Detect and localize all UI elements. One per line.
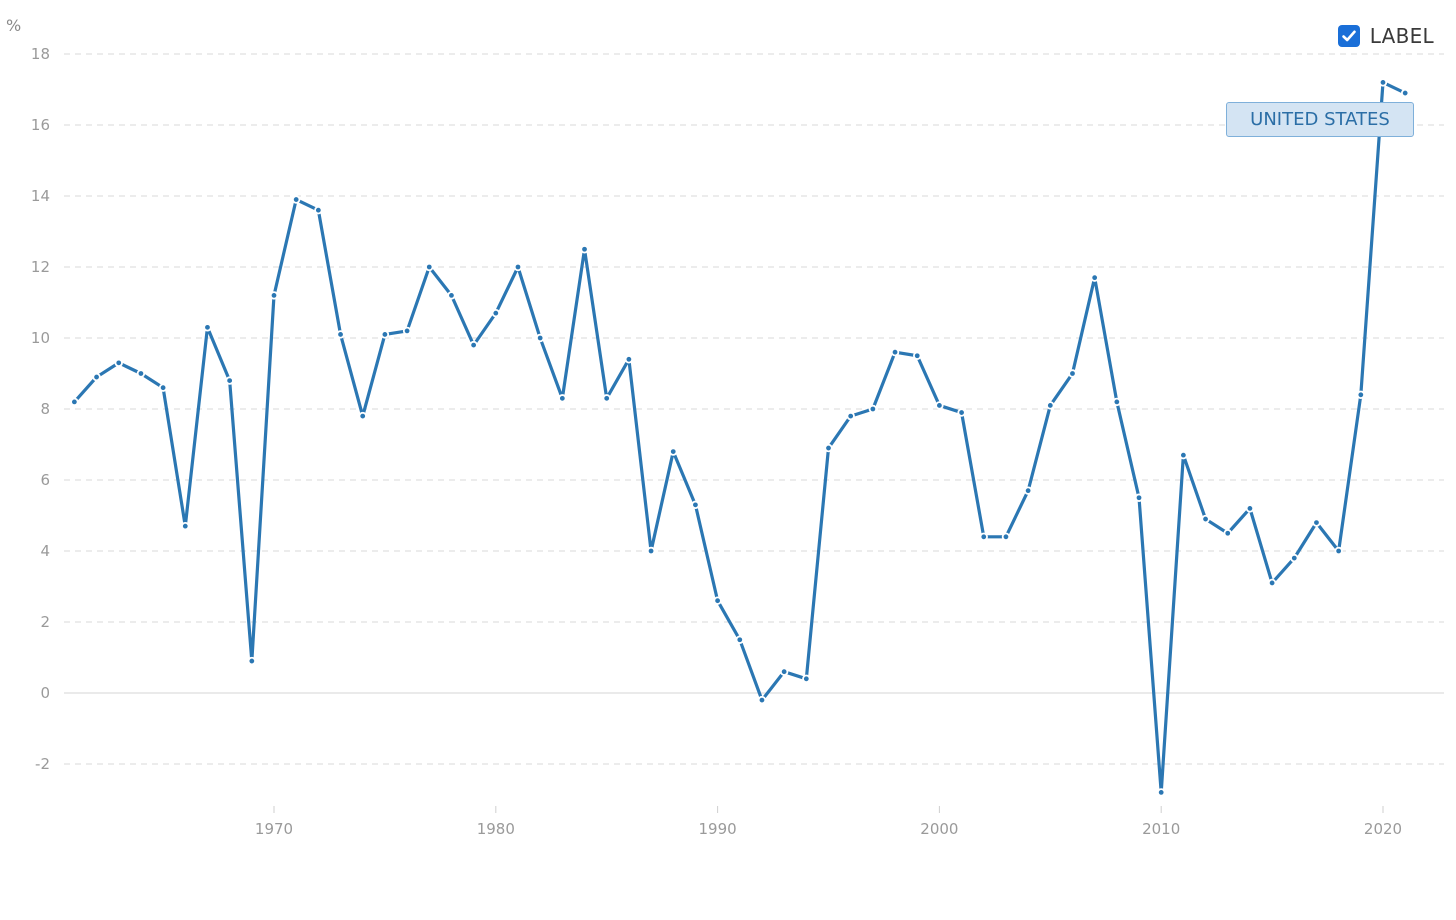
data-point[interactable] (979, 532, 988, 541)
x-tick-label: 1980 (477, 820, 515, 838)
y-tick-label: 14 (31, 187, 50, 205)
data-point[interactable] (402, 326, 412, 336)
data-point[interactable] (846, 411, 855, 421)
data-point[interactable] (802, 674, 811, 683)
x-tick-label: 1970 (255, 820, 293, 838)
x-tick-label: 2010 (1142, 820, 1180, 838)
data-point[interactable] (1201, 514, 1210, 524)
data-point[interactable] (1334, 546, 1343, 556)
data-point[interactable] (247, 656, 257, 666)
x-tick-label: 2000 (920, 820, 958, 838)
y-axis-unit-label: % (6, 16, 21, 35)
legend-toggle[interactable]: LABEL (1337, 24, 1434, 48)
data-point[interactable] (269, 291, 279, 300)
data-point[interactable] (757, 695, 767, 705)
y-tick-label: 18 (31, 45, 50, 63)
x-axis-tick-labels: 1970 1980 1990 2000 2010 2020 (255, 806, 1402, 838)
data-point[interactable] (1068, 369, 1077, 378)
series-line[interactable] (72, 80, 1407, 795)
y-tick-label: 8 (40, 400, 50, 418)
series-name-tag[interactable]: UNITED STATES (1226, 102, 1414, 137)
data-point[interactable] (913, 351, 922, 360)
data-point[interactable] (602, 394, 611, 403)
y-tick-label: 6 (40, 471, 50, 489)
data-point[interactable] (491, 308, 500, 318)
y-tick-label: -2 (35, 755, 50, 773)
data-point[interactable] (1001, 532, 1011, 541)
data-point[interactable] (158, 383, 168, 392)
data-point[interactable] (1023, 486, 1033, 495)
gridlines (64, 53, 1444, 765)
data-point[interactable] (669, 447, 678, 456)
data-point[interactable] (181, 521, 190, 531)
data-point[interactable] (1223, 529, 1232, 538)
data-point[interactable] (824, 443, 833, 453)
y-tick-label: 12 (31, 258, 50, 276)
data-point[interactable] (1312, 518, 1321, 527)
series-line-group[interactable] (70, 78, 1410, 797)
data-point[interactable] (890, 348, 900, 357)
data-point[interactable] (92, 372, 101, 382)
y-tick-label: 16 (31, 116, 50, 134)
y-tick-label: 2 (40, 613, 50, 631)
data-point[interactable] (624, 355, 634, 364)
data-point[interactable] (1356, 390, 1366, 399)
legend-label: LABEL (1369, 24, 1434, 48)
data-point[interactable] (314, 205, 323, 215)
data-point[interactable] (1290, 553, 1299, 563)
y-tick-label: 10 (31, 329, 50, 347)
data-point[interactable] (1179, 450, 1188, 460)
data-point[interactable] (114, 358, 123, 368)
data-point[interactable] (779, 667, 789, 676)
legend-checkbox[interactable] (1337, 25, 1360, 47)
data-point[interactable] (203, 323, 212, 332)
y-tick-label: 4 (40, 542, 50, 560)
data-point[interactable] (225, 376, 234, 385)
data-point[interactable] (1090, 273, 1099, 282)
y-tick-label: 0 (40, 684, 50, 702)
data-point[interactable] (1245, 504, 1255, 513)
data-point[interactable] (957, 408, 966, 417)
data-point[interactable] (358, 411, 367, 421)
data-point[interactable] (535, 333, 545, 343)
data-point[interactable] (868, 404, 878, 414)
data-point[interactable] (1267, 578, 1277, 588)
data-point[interactable] (291, 195, 301, 204)
data-point[interactable] (336, 330, 345, 339)
data-point[interactable] (1400, 88, 1410, 98)
data-point[interactable] (1378, 78, 1388, 87)
data-point[interactable] (1134, 493, 1144, 502)
data-point[interactable] (691, 500, 700, 510)
data-point[interactable] (646, 546, 656, 556)
data-point[interactable] (136, 369, 146, 378)
data-point[interactable] (1046, 401, 1055, 410)
data-point[interactable] (425, 262, 434, 272)
data-point[interactable] (713, 596, 722, 605)
data-point[interactable] (1112, 397, 1122, 407)
data-point[interactable] (580, 245, 589, 254)
data-point[interactable] (558, 394, 567, 403)
data-point[interactable] (935, 401, 944, 410)
data-point[interactable] (447, 291, 456, 300)
data-point[interactable] (735, 635, 744, 644)
x-tick-label: 2020 (1364, 820, 1402, 838)
y-axis-tick-labels: 18 16 14 12 10 8 6 4 2 0 -2 (31, 45, 50, 773)
data-point[interactable] (1156, 788, 1166, 797)
data-point[interactable] (469, 340, 478, 350)
x-tick-label: 1990 (699, 820, 737, 838)
check-icon (1341, 30, 1356, 42)
data-point[interactable] (380, 330, 390, 339)
data-point[interactable] (70, 397, 79, 407)
data-point[interactable] (513, 262, 523, 272)
